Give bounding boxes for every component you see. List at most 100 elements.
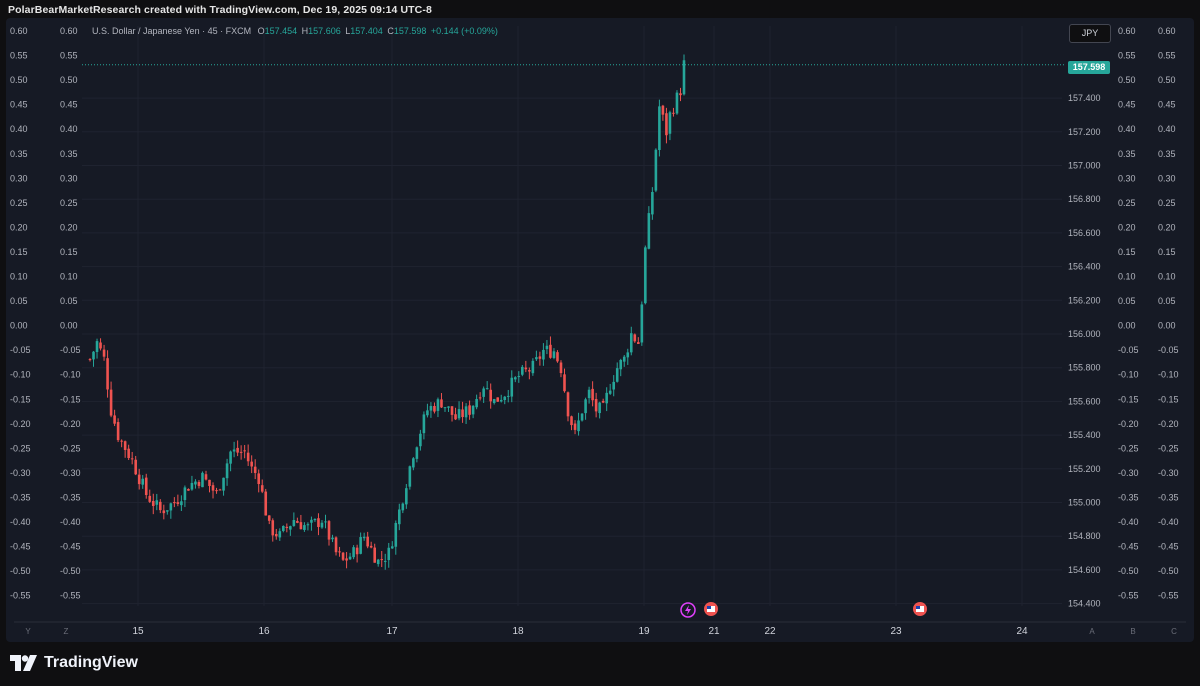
candle-body [450, 406, 454, 415]
candle-body [658, 106, 661, 151]
right-axis-1-tick: 0.50 [1118, 75, 1136, 85]
left-axis-2-tick: 0.10 [60, 272, 78, 282]
right-axis-2-tick: -0.20 [1158, 419, 1179, 429]
candle-body [598, 402, 601, 414]
left-axis-2-tick: -0.50 [60, 566, 81, 576]
right-axis-2-tick: 0.35 [1158, 149, 1176, 159]
time-axis-tick: 24 [1016, 626, 1028, 637]
candle-body [225, 463, 229, 479]
candle-body [619, 359, 623, 370]
candle-body [651, 192, 654, 215]
scale-letter-right: C [1171, 627, 1177, 636]
candle-body [644, 247, 647, 304]
candle-body [383, 560, 387, 562]
price-axis-tick: 155.400 [1068, 430, 1101, 440]
candle-body [218, 489, 222, 491]
right-axis-1-tick: 0.60 [1118, 26, 1136, 36]
candle-body [412, 458, 415, 468]
candle-body [675, 92, 679, 114]
dividend-event-icon[interactable] [680, 602, 696, 618]
candle-body [496, 397, 500, 402]
time-axis-tick: 18 [512, 626, 524, 637]
candle-body [257, 473, 261, 485]
candle-body [637, 342, 640, 344]
candle-body [324, 521, 327, 523]
candle-body [447, 406, 450, 408]
time-axis-tick: 19 [638, 626, 650, 637]
last-price-badge: 157.598 [1068, 61, 1110, 74]
right-axis-1-tick: -0.30 [1118, 468, 1139, 478]
left-axis-2-tick: 0.45 [60, 100, 78, 110]
candle-body [194, 481, 197, 485]
candle-body [260, 485, 264, 492]
candle-body [415, 447, 419, 459]
candle-body [166, 510, 169, 512]
candle-body [236, 447, 239, 453]
candle-body [222, 477, 225, 491]
attribution-text: PolarBearMarketResearch created with Tra… [8, 4, 432, 16]
scale-letter-right: A [1089, 627, 1095, 636]
left-axis-2-tick: -0.10 [60, 370, 81, 380]
candle-body [398, 509, 401, 525]
candle-body [521, 366, 524, 375]
chart-canvas[interactable]: 0.60 0.60 0.60 0.60 0.55 0.55 0.55 0.55 0.50 0.50… [6, 18, 1194, 642]
candle-body [285, 526, 289, 529]
candle-body [647, 213, 651, 249]
brand-name: TradingView [44, 654, 138, 671]
price-axis-tick: 156.200 [1068, 295, 1101, 305]
right-axis-2-tick: -0.10 [1158, 370, 1179, 380]
price-axis-tick: 154.600 [1068, 565, 1101, 575]
currency-button[interactable]: JPY [1069, 24, 1111, 43]
candle-body [246, 452, 250, 462]
left-axis-2-tick: 0.15 [60, 247, 78, 257]
candle-body [499, 399, 503, 402]
candle-body [327, 521, 331, 540]
candle-body [274, 534, 278, 537]
left-axis-1-tick: 0.30 [10, 173, 28, 183]
candle-body [144, 477, 148, 496]
candle-body [137, 474, 141, 485]
candle-body [506, 395, 510, 397]
candle-body [426, 410, 429, 416]
right-axis-2-tick: 0.30 [1158, 173, 1176, 183]
left-axis-1-tick: -0.20 [10, 419, 31, 429]
time-axis-tick: 15 [132, 626, 144, 637]
footer-bar: TradingView [0, 642, 1200, 686]
left-axis-1-tick: -0.45 [10, 542, 31, 552]
candle-body [612, 381, 616, 390]
left-axis-1-tick: 0.00 [10, 321, 28, 331]
right-axis-2-tick: -0.30 [1158, 468, 1179, 478]
right-axis-1-tick: -0.10 [1118, 370, 1139, 380]
top-header-bar: PolarBearMarketResearch created with Tra… [0, 0, 1200, 22]
candle-body [345, 558, 348, 561]
right-axis-2-tick: 0.00 [1158, 321, 1176, 331]
candle-body [376, 559, 380, 565]
left-axis-1-tick: -0.05 [10, 345, 31, 355]
candle-body [243, 450, 246, 452]
left-axis-1-tick: 0.15 [10, 247, 28, 257]
price-axis-tick: 155.800 [1068, 363, 1101, 373]
left-axis-2-tick: 0.35 [60, 149, 78, 159]
time-axis-tick: 16 [258, 626, 270, 637]
candle-body [605, 392, 608, 404]
candle-body [485, 388, 489, 390]
candle-body [359, 537, 362, 554]
candle-body [387, 547, 391, 561]
symbol-name: U.S. Dollar / Japanese Yen · 45 · FXCM [92, 26, 252, 36]
right-axis-1-tick: -0.40 [1118, 517, 1139, 527]
low-label: L [345, 26, 351, 36]
candle-body [313, 518, 317, 521]
tradingview-logo[interactable]: TradingView [10, 654, 138, 672]
left-axis-2-tick: 0.05 [60, 296, 78, 306]
candle-body [95, 341, 99, 353]
candle-body [352, 547, 355, 558]
right-axis-2-tick: 0.40 [1158, 124, 1176, 134]
candle-body [549, 344, 552, 358]
candle-body [127, 448, 130, 459]
candle-body [162, 510, 166, 514]
left-axis-2-tick: 0.20 [60, 222, 78, 232]
candle-body [538, 356, 542, 359]
candle-body [591, 388, 594, 401]
candle-body [440, 399, 443, 408]
candle-body [116, 422, 120, 441]
